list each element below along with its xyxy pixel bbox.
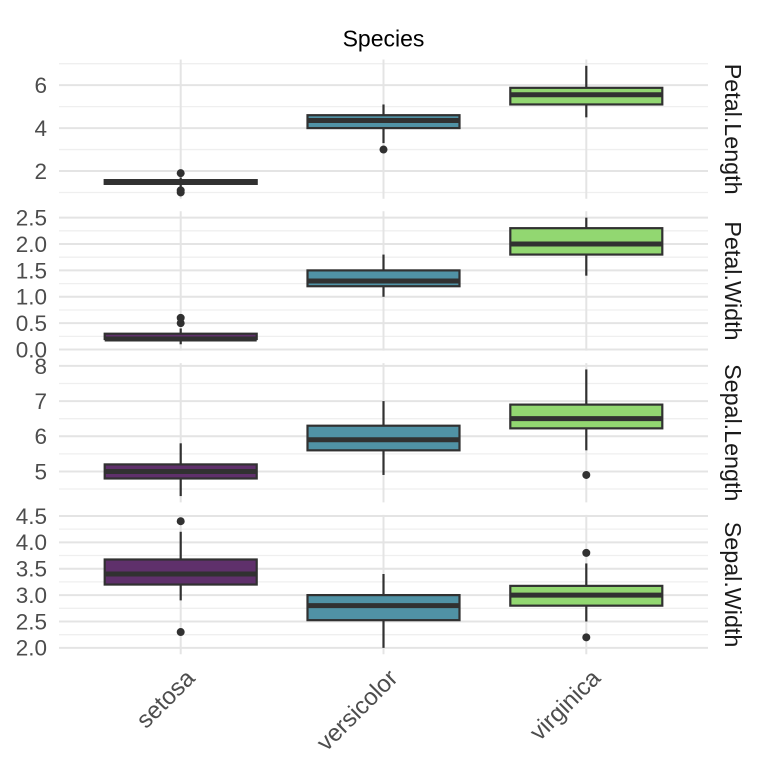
svg-text:3.5: 3.5 — [16, 557, 47, 582]
svg-text:2.5: 2.5 — [16, 609, 47, 634]
svg-text:2: 2 — [34, 159, 47, 184]
svg-text:3.0: 3.0 — [16, 583, 47, 608]
svg-text:Petal.Length: Petal.Length — [720, 64, 746, 195]
svg-text:6: 6 — [34, 73, 47, 98]
svg-text:7: 7 — [34, 389, 47, 414]
svg-text:6: 6 — [34, 424, 47, 449]
svg-text:Petal.Width: Petal.Width — [720, 221, 746, 340]
svg-text:4.0: 4.0 — [16, 530, 47, 555]
svg-text:4: 4 — [34, 116, 47, 141]
svg-text:4.5: 4.5 — [16, 504, 47, 529]
svg-text:2.0: 2.0 — [16, 636, 47, 661]
svg-text:Sepal.Length: Sepal.Length — [720, 364, 746, 501]
svg-text:2.5: 2.5 — [16, 206, 47, 231]
svg-text:0.5: 0.5 — [16, 311, 47, 336]
svg-text:Species: Species — [343, 26, 425, 52]
svg-text:Sepal.Width: Sepal.Width — [720, 522, 746, 648]
svg-text:1.0: 1.0 — [16, 285, 47, 310]
svg-text:5: 5 — [34, 459, 47, 484]
svg-text:8: 8 — [34, 354, 47, 379]
svg-text:1.5: 1.5 — [16, 258, 47, 283]
svg-text:0.0: 0.0 — [16, 337, 47, 362]
svg-text:2.0: 2.0 — [16, 232, 47, 257]
